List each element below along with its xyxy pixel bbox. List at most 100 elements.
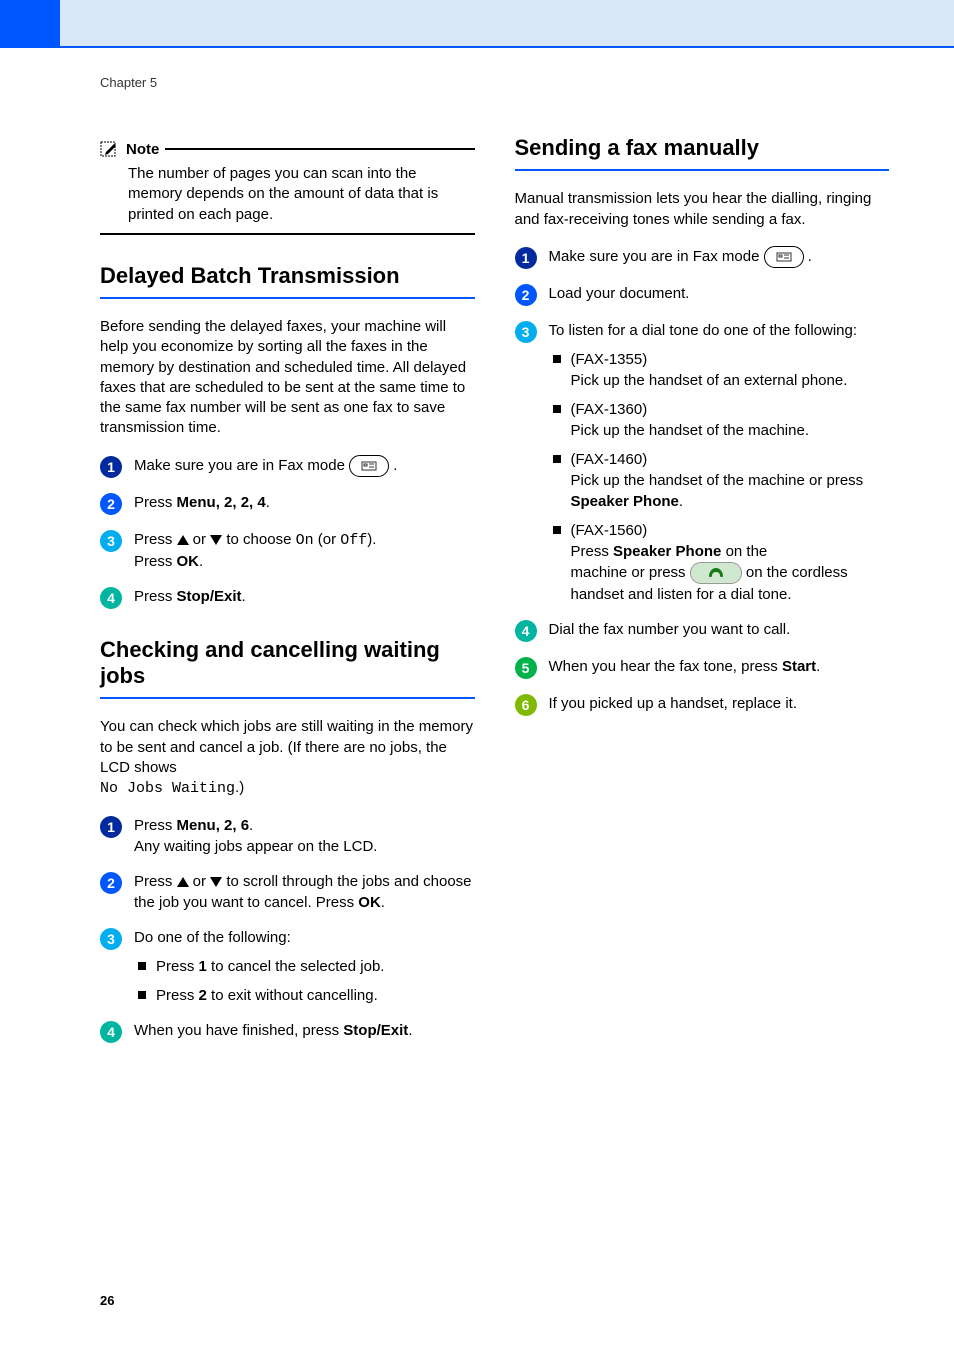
text: . <box>393 457 397 474</box>
step-badge-2: 2 <box>100 872 122 894</box>
content-area: Chapter 5 Note The number of pages you c… <box>0 0 954 1057</box>
text: . <box>242 588 246 605</box>
up-arrow-icon <box>177 877 189 887</box>
mf-step-1: 1 Make sure you are in Fax mode . <box>515 246 890 269</box>
dbt-step-1: 1 Make sure you are in Fax mode . <box>100 455 475 478</box>
stop-exit-key: Stop/Exit <box>343 1022 408 1039</box>
delayed-batch-intro: Before sending the delayed faxes, your m… <box>100 317 475 439</box>
text: . <box>816 658 820 675</box>
mf-step-6-body: If you picked up a handset, replace it. <box>549 693 890 714</box>
dbt-step-3-body: Press or to choose On (or Off). Press OK… <box>134 529 475 572</box>
down-arrow-icon <box>210 535 222 545</box>
step-badge-4: 4 <box>100 587 122 609</box>
text: on the <box>721 543 767 560</box>
fax-mode-icon <box>349 455 389 477</box>
mf-step-6: 6 If you picked up a handset, replace it… <box>515 693 890 716</box>
text: Do one of the following: <box>134 929 291 946</box>
text: to cancel the selected job. <box>207 958 385 975</box>
mf-step-3-body: To listen for a dial tone do one of the … <box>549 320 890 605</box>
step-badge-3: 3 <box>100 530 122 552</box>
text: or <box>189 531 211 548</box>
step-badge-1: 1 <box>100 816 122 838</box>
ok-key: OK <box>177 553 200 570</box>
mf-s3-bullet-2: (FAX-1360) Pick up the handset of the ma… <box>553 399 890 441</box>
cc-step3-bullet-2: Press 2 to exit without cancelling. <box>138 985 475 1006</box>
key-1: 1 <box>199 958 207 975</box>
section-title-manual-fax: Sending a fax manually <box>515 135 890 171</box>
bullet-body: Press 1 to cancel the selected job. <box>156 956 475 977</box>
mf-step-5: 5 When you hear the fax tone, press Star… <box>515 656 890 679</box>
key-seq: , 2, 2, 4 <box>216 494 266 511</box>
mf-step-5-body: When you hear the fax tone, press Start. <box>549 656 890 677</box>
bullet-body: (FAX-1460) Pick up the handset of the ma… <box>571 449 890 512</box>
text: or <box>189 873 211 890</box>
bullet-body: (FAX-1355) Pick up the handset of an ext… <box>571 349 890 391</box>
menu-key: Menu <box>177 817 216 834</box>
cc-step-3: 3 Do one of the following: Press 1 to ca… <box>100 927 475 1006</box>
text: Press <box>134 588 177 605</box>
text: Make sure you are in Fax mode <box>134 457 349 474</box>
step-badge-6: 6 <box>515 694 537 716</box>
text: Pick up the handset of the machine. <box>571 422 809 439</box>
lcd-no-jobs: No Jobs Waiting <box>100 780 235 797</box>
dbt-step-3: 3 Press or to choose On (or Off). Press … <box>100 529 475 572</box>
mf-step-1-body: Make sure you are in Fax mode . <box>549 246 890 268</box>
text: Press <box>134 494 177 511</box>
text: . <box>249 817 253 834</box>
bullet-body: (FAX-1560) Press Speaker Phone on the ma… <box>571 520 890 605</box>
text: Press <box>156 987 199 1004</box>
note-rule <box>165 148 474 150</box>
note-bottom-rule <box>100 233 475 235</box>
model-label: (FAX-1355) <box>571 351 648 368</box>
dbt-step-1-body: Make sure you are in Fax mode . <box>134 455 475 477</box>
fax-mode-icon <box>764 246 804 268</box>
text: to choose <box>222 531 295 548</box>
text: (or <box>314 531 341 548</box>
text: .) <box>235 779 244 796</box>
cc-step-3-body: Do one of the following: Press 1 to canc… <box>134 927 475 1006</box>
text: . <box>679 493 683 510</box>
key-seq: , 2, 6 <box>216 817 249 834</box>
text: When you have finished, press <box>134 1022 343 1039</box>
square-bullet-icon <box>553 405 561 413</box>
step-badge-2: 2 <box>100 493 122 515</box>
model-label: (FAX-1460) <box>571 451 648 468</box>
ok-key: OK <box>358 894 381 911</box>
cc-step-4-body: When you have finished, press Stop/Exit. <box>134 1020 475 1041</box>
speaker-phone-key: Speaker Phone <box>571 493 679 510</box>
step-badge-5: 5 <box>515 657 537 679</box>
text: You can check which jobs are still waiti… <box>100 718 473 776</box>
step-badge-3: 3 <box>100 928 122 950</box>
cc-step-1: 1 Press Menu, 2, 6. Any waiting jobs app… <box>100 815 475 857</box>
text: To listen for a dial tone do one of the … <box>549 322 858 339</box>
mf-step-2-body: Load your document. <box>549 283 890 304</box>
cc-step-2: 2 Press or to scroll through the jobs an… <box>100 871 475 913</box>
section-title-check-cancel: Checking and cancelling waiting jobs <box>100 637 475 700</box>
step-badge-1: 1 <box>515 247 537 269</box>
step-badge-1: 1 <box>100 456 122 478</box>
cc-step-1-body: Press Menu, 2, 6. Any waiting jobs appea… <box>134 815 475 857</box>
text: . <box>408 1022 412 1039</box>
text: . <box>266 494 270 511</box>
model-label: (FAX-1360) <box>571 401 648 418</box>
chapter-label: Chapter 5 <box>100 75 475 90</box>
note-block: Note The number of pages you can scan in… <box>100 140 475 235</box>
text: Press <box>156 958 199 975</box>
down-arrow-icon <box>210 877 222 887</box>
menu-key: Menu <box>177 494 216 511</box>
right-column: Sending a fax manually Manual transmissi… <box>515 75 890 1057</box>
mf-s3-bullet-3: (FAX-1460) Pick up the handset of the ma… <box>553 449 890 512</box>
square-bullet-icon <box>553 526 561 534</box>
note-body: The number of pages you can scan into th… <box>100 164 475 225</box>
text: . <box>199 553 203 570</box>
step-badge-4: 4 <box>100 1021 122 1043</box>
text: Press <box>134 531 177 548</box>
top-header-bar <box>60 0 954 48</box>
up-arrow-icon <box>177 535 189 545</box>
start-key: Start <box>782 658 816 675</box>
text: When you hear the fax tone, press <box>549 658 782 675</box>
note-header: Note <box>100 140 475 158</box>
text: Press <box>134 873 177 890</box>
key-2: 2 <box>199 987 207 1004</box>
bullet-body: Press 2 to exit without cancelling. <box>156 985 475 1006</box>
